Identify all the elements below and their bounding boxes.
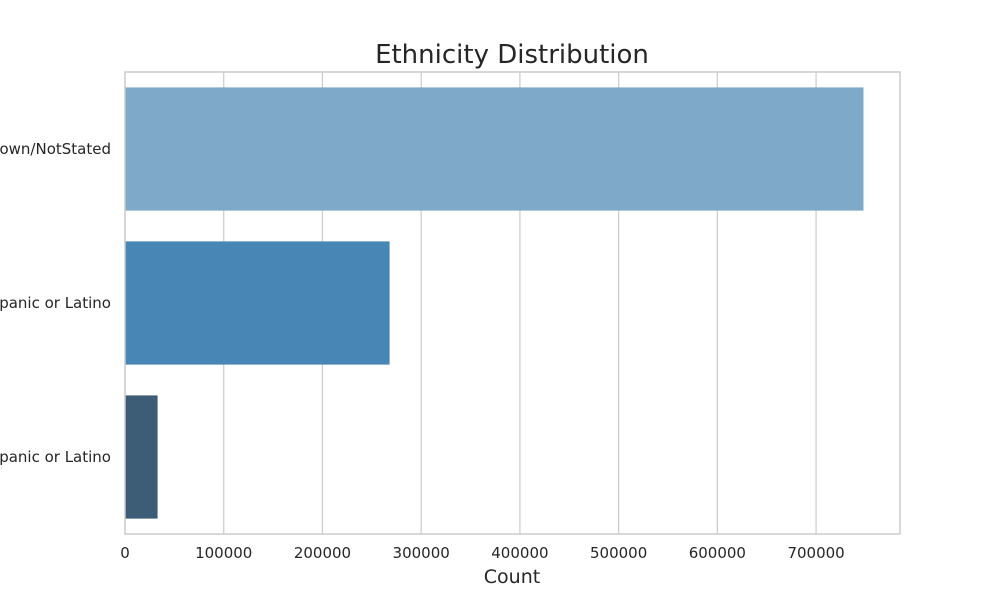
bar-1: [125, 241, 390, 365]
x-axis-label: Count: [484, 566, 540, 588]
x-tick-labels: 0 100000 200000 300000 400000 500000 600000 700…: [120, 544, 844, 562]
x-tick-label-6: 600000: [689, 544, 746, 562]
x-tick-label-0: 0: [120, 544, 130, 562]
category-label-1: spanic or Latino: [0, 294, 111, 312]
x-tick-label-1: 100000: [195, 544, 252, 562]
bars: [125, 87, 864, 519]
x-tick-label-5: 500000: [590, 544, 647, 562]
category-label-2: spanic or Latino: [0, 448, 111, 466]
category-labels: nown/NotStated spanic or Latino spanic or …: [0, 140, 111, 466]
chart-title: Ethnicity Distribution: [375, 40, 649, 70]
bar-0: [125, 87, 864, 211]
x-tick-label-4: 400000: [491, 544, 548, 562]
x-tick-label-2: 200000: [294, 544, 351, 562]
x-tick-label-3: 300000: [393, 544, 450, 562]
bar-2: [125, 395, 158, 519]
plot-frame: [124, 71, 901, 535]
category-label-0: nown/NotStated: [0, 140, 111, 158]
x-tick-label-7: 700000: [787, 544, 844, 562]
